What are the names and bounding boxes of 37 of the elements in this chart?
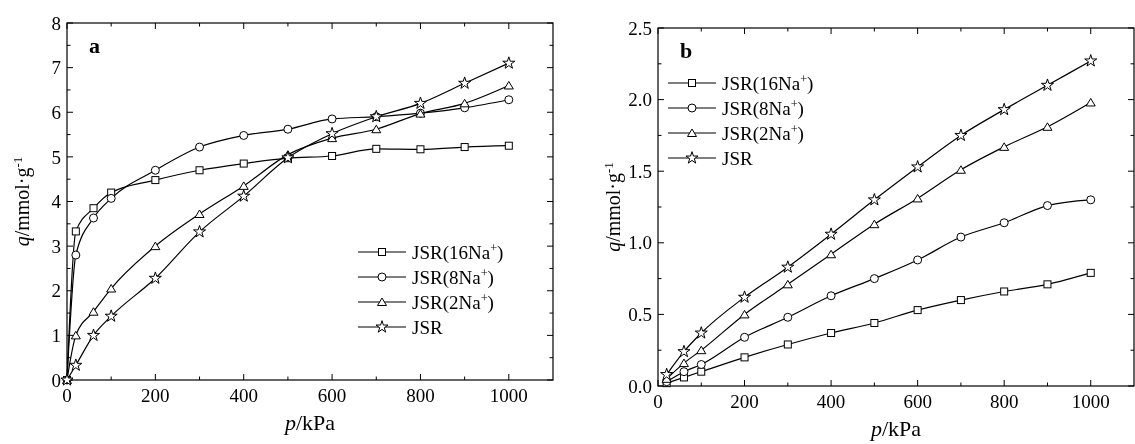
x-tick-label: 1000 <box>489 385 528 406</box>
x-tick-label: 400 <box>229 385 258 406</box>
x-axis-title: p/kPa <box>282 410 336 435</box>
text: a <box>89 33 100 58</box>
y-tick-label: 0.0 <box>628 375 652 397</box>
x-tick-label: 200 <box>141 385 170 406</box>
legend-label: JSR(2Na$^{+}$) <box>722 121 804 145</box>
y-tick-label: 2 <box>51 280 61 302</box>
y-tick-label: 3 <box>51 235 61 257</box>
x-tick-label: 200 <box>730 391 759 412</box>
x-axis-title: p/kPa <box>868 416 922 441</box>
legend-label: JSR <box>412 316 443 338</box>
y-tick-label: 7 <box>51 57 61 79</box>
y-tick-label: 1.0 <box>628 232 652 254</box>
x-tick-label: 800 <box>406 385 435 406</box>
legend-label: JSR(16Na$^{+}$) <box>412 240 504 264</box>
x-tick-label: 600 <box>317 385 347 406</box>
y-tick-label: 2.5 <box>628 17 652 39</box>
legend-label: JSR <box>722 147 753 169</box>
y-tick-label: 8 <box>51 12 61 34</box>
x-tick-label: 600 <box>903 391 932 412</box>
legend-label: JSR(8Na$^{+}$) <box>722 96 804 120</box>
x-tick-label: 1000 <box>1071 391 1110 412</box>
y-tick-label: 1 <box>51 325 61 347</box>
y-tick-label: 5 <box>51 146 61 168</box>
x-tick-label: 800 <box>989 391 1019 412</box>
y-tick-label: 4 <box>51 191 62 213</box>
y-tick-label: 6 <box>51 101 61 123</box>
x-tick-label: 400 <box>816 391 846 412</box>
text: b <box>680 38 693 63</box>
y-tick-label: 1.5 <box>628 160 652 182</box>
legend-label: JSR(8Na$^{+}$) <box>412 265 494 289</box>
y-tick-label: 2.0 <box>628 89 652 111</box>
legend-label: JSR(2Na$^{+}$) <box>412 290 494 314</box>
legend-label: JSR(16Na$^{+}$) <box>722 71 814 95</box>
y-tick-label: 0.5 <box>628 304 652 326</box>
y-tick-label: 0 <box>51 369 61 391</box>
